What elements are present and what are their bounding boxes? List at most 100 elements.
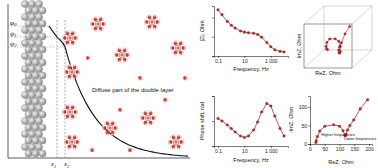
x-axis-title: Frequency, Hz	[233, 66, 269, 72]
hydrogen	[185, 79, 187, 81]
electrode-atom	[21, 104, 28, 111]
data-point	[279, 127, 282, 130]
water-molecule	[172, 51, 177, 56]
tick-label: 10	[242, 148, 248, 154]
tick: 50	[301, 123, 310, 129]
hydrogen	[170, 45, 172, 47]
water-molecule	[116, 47, 121, 52]
y-axis: 050100	[299, 97, 311, 148]
water-molecule	[62, 109, 66, 114]
electrode-atom	[32, 85, 39, 92]
hydrogen	[175, 54, 177, 56]
electrode-atom	[35, 78, 42, 85]
water-molecule	[66, 134, 71, 139]
ion	[175, 45, 181, 51]
hydrogen	[152, 112, 154, 114]
axis-line	[304, 24, 352, 68]
water-molecule	[168, 139, 172, 144]
hydrogen	[153, 28, 155, 30]
hydrogen	[145, 124, 147, 126]
hydrated-ion	[64, 64, 79, 79]
oxygen	[74, 110, 78, 114]
data-point	[323, 125, 326, 128]
hydrogen	[64, 139, 66, 141]
water-molecule	[149, 110, 154, 115]
electrode-atom	[25, 111, 32, 118]
electrode-atom	[21, 78, 28, 85]
hydrogen	[67, 30, 69, 32]
y-axis-title: ImZ, Ohm	[296, 33, 302, 58]
electrode-atom	[28, 117, 35, 124]
hydrogen	[186, 76, 188, 78]
electrode-atom	[35, 39, 42, 46]
hydrogen	[131, 149, 133, 151]
water-molecule	[170, 45, 174, 50]
hydrogen	[172, 42, 174, 44]
hydrogen	[73, 134, 75, 136]
hydrogen	[180, 146, 182, 148]
electrode-atom	[39, 111, 46, 118]
ion-charge	[109, 127, 112, 130]
tick: 0.1	[215, 56, 222, 64]
tick-label: 0.1	[215, 148, 222, 154]
tick: 0.1	[215, 146, 222, 154]
water-molecule	[153, 14, 158, 19]
tick: 100	[299, 104, 310, 110]
hydrogen	[73, 148, 75, 150]
back-face	[324, 6, 372, 50]
hydrogen	[76, 109, 78, 111]
data-point	[239, 30, 242, 33]
ion-charge	[71, 141, 74, 144]
electrode-atom	[25, 137, 32, 144]
electrode-atom	[25, 85, 32, 92]
electrode-atom	[39, 124, 46, 131]
electrode-atom	[21, 39, 28, 46]
oxygen	[63, 36, 67, 40]
hydrogen	[76, 35, 78, 37]
water-molecule	[74, 35, 78, 40]
electrode-atom	[25, 46, 32, 53]
plot-area	[325, 25, 351, 54]
water-molecule	[180, 139, 184, 144]
x-axis: 050100150200	[309, 144, 374, 152]
tick-label: 1 000	[265, 148, 278, 154]
water-molecule	[71, 41, 76, 46]
hydrogen	[170, 136, 172, 138]
hydrogen	[71, 104, 73, 106]
water-molecule	[104, 131, 109, 136]
hydrogen	[158, 23, 160, 25]
electrode-atom	[25, 33, 32, 40]
symbol-label: x1	[50, 160, 56, 168]
data-point	[344, 33, 346, 35]
hydrogen	[153, 14, 155, 16]
hydrogen	[114, 52, 116, 54]
ion-charge	[175, 141, 178, 144]
oxygen	[152, 116, 156, 120]
y-axis-title: Phase shift, rad	[199, 102, 205, 140]
water-molecule	[104, 120, 109, 125]
data-point	[226, 124, 229, 127]
hydrogen	[114, 122, 116, 124]
tick: 10	[242, 56, 248, 64]
data-point	[270, 105, 273, 108]
water-molecule	[64, 139, 68, 144]
water-molecule	[146, 25, 151, 30]
water-molecule	[177, 134, 182, 139]
hydrogen	[62, 113, 64, 115]
data-point	[334, 38, 336, 40]
data-point	[339, 45, 341, 47]
data-point	[340, 42, 342, 44]
hydrogen	[184, 49, 186, 51]
water-molecule	[64, 104, 69, 109]
potential-axis	[8, 4, 9, 158]
electrode-atom	[21, 65, 28, 72]
electrode-atom	[35, 13, 42, 20]
hydrogen	[156, 16, 158, 18]
chart: 0.1101 000Frequency, HzPhase shift, rad	[199, 97, 289, 164]
hydrogen	[180, 136, 182, 138]
hydrogen	[182, 52, 184, 54]
data-point	[260, 36, 263, 39]
electrode-atom	[25, 20, 32, 27]
hydrogen	[104, 21, 106, 23]
hydrated-ion	[62, 30, 77, 45]
